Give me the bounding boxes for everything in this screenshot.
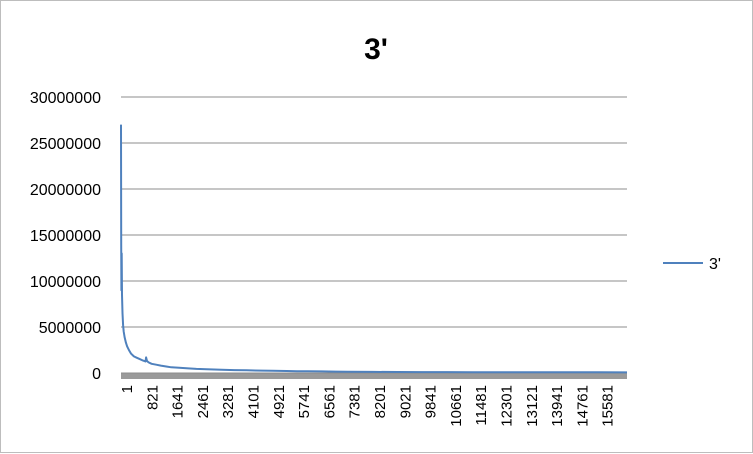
x-tick-label: 2461 [195, 385, 212, 418]
legend-label: 3' [709, 256, 721, 273]
x-tick-label: 13941 [549, 385, 566, 427]
x-tick-label: 6561 [321, 385, 338, 418]
x-tick-label: 4101 [246, 385, 263, 418]
x-tick-label: 13121 [524, 385, 541, 427]
x-tick-label: 821 [144, 385, 161, 410]
x-tick-label: 8201 [372, 385, 389, 418]
x-tick-label: 1 [119, 385, 136, 393]
y-tick-label: 15000000 [30, 228, 101, 245]
series-layer [120, 124, 628, 374]
gridlines [121, 96, 627, 328]
x-tick-label: 11481 [473, 385, 490, 426]
y-tick-label: 5000000 [39, 320, 101, 337]
chart-title: 3' [364, 33, 388, 66]
x-tick-label: 1641 [170, 385, 187, 418]
x-tick-label: 4921 [271, 385, 288, 418]
x-tick-label: 7381 [347, 385, 364, 418]
x-tick-label: 12301 [499, 385, 516, 427]
y-tick-label: 10000000 [30, 274, 101, 291]
x-tick-label: 9841 [423, 385, 440, 418]
x-tick-label: 5741 [296, 385, 313, 418]
x-tick-label: 9021 [397, 385, 414, 418]
x-tick-label: 3281 [220, 385, 237, 418]
x-tick-label: 15581 [600, 385, 617, 427]
y-tick-label: 25000000 [30, 136, 101, 153]
y-tick-label: 30000000 [30, 90, 101, 107]
x-tick-label: 10661 [448, 385, 465, 427]
x-axis-tick-band [121, 373, 627, 379]
y-axis-ticks: 0 5000000 10000000 15000000 20000000 25000000… [30, 90, 101, 383]
legend: 3' [663, 256, 721, 273]
y-tick-label: 20000000 [30, 182, 101, 199]
x-axis: 1 821 1641 2461 3281 4101 4921 5741 6561 7381 8201… [119, 372, 627, 427]
series-line [120, 124, 628, 374]
y-tick-label: 0 [92, 366, 101, 383]
x-tick-label: 14761 [574, 385, 591, 427]
